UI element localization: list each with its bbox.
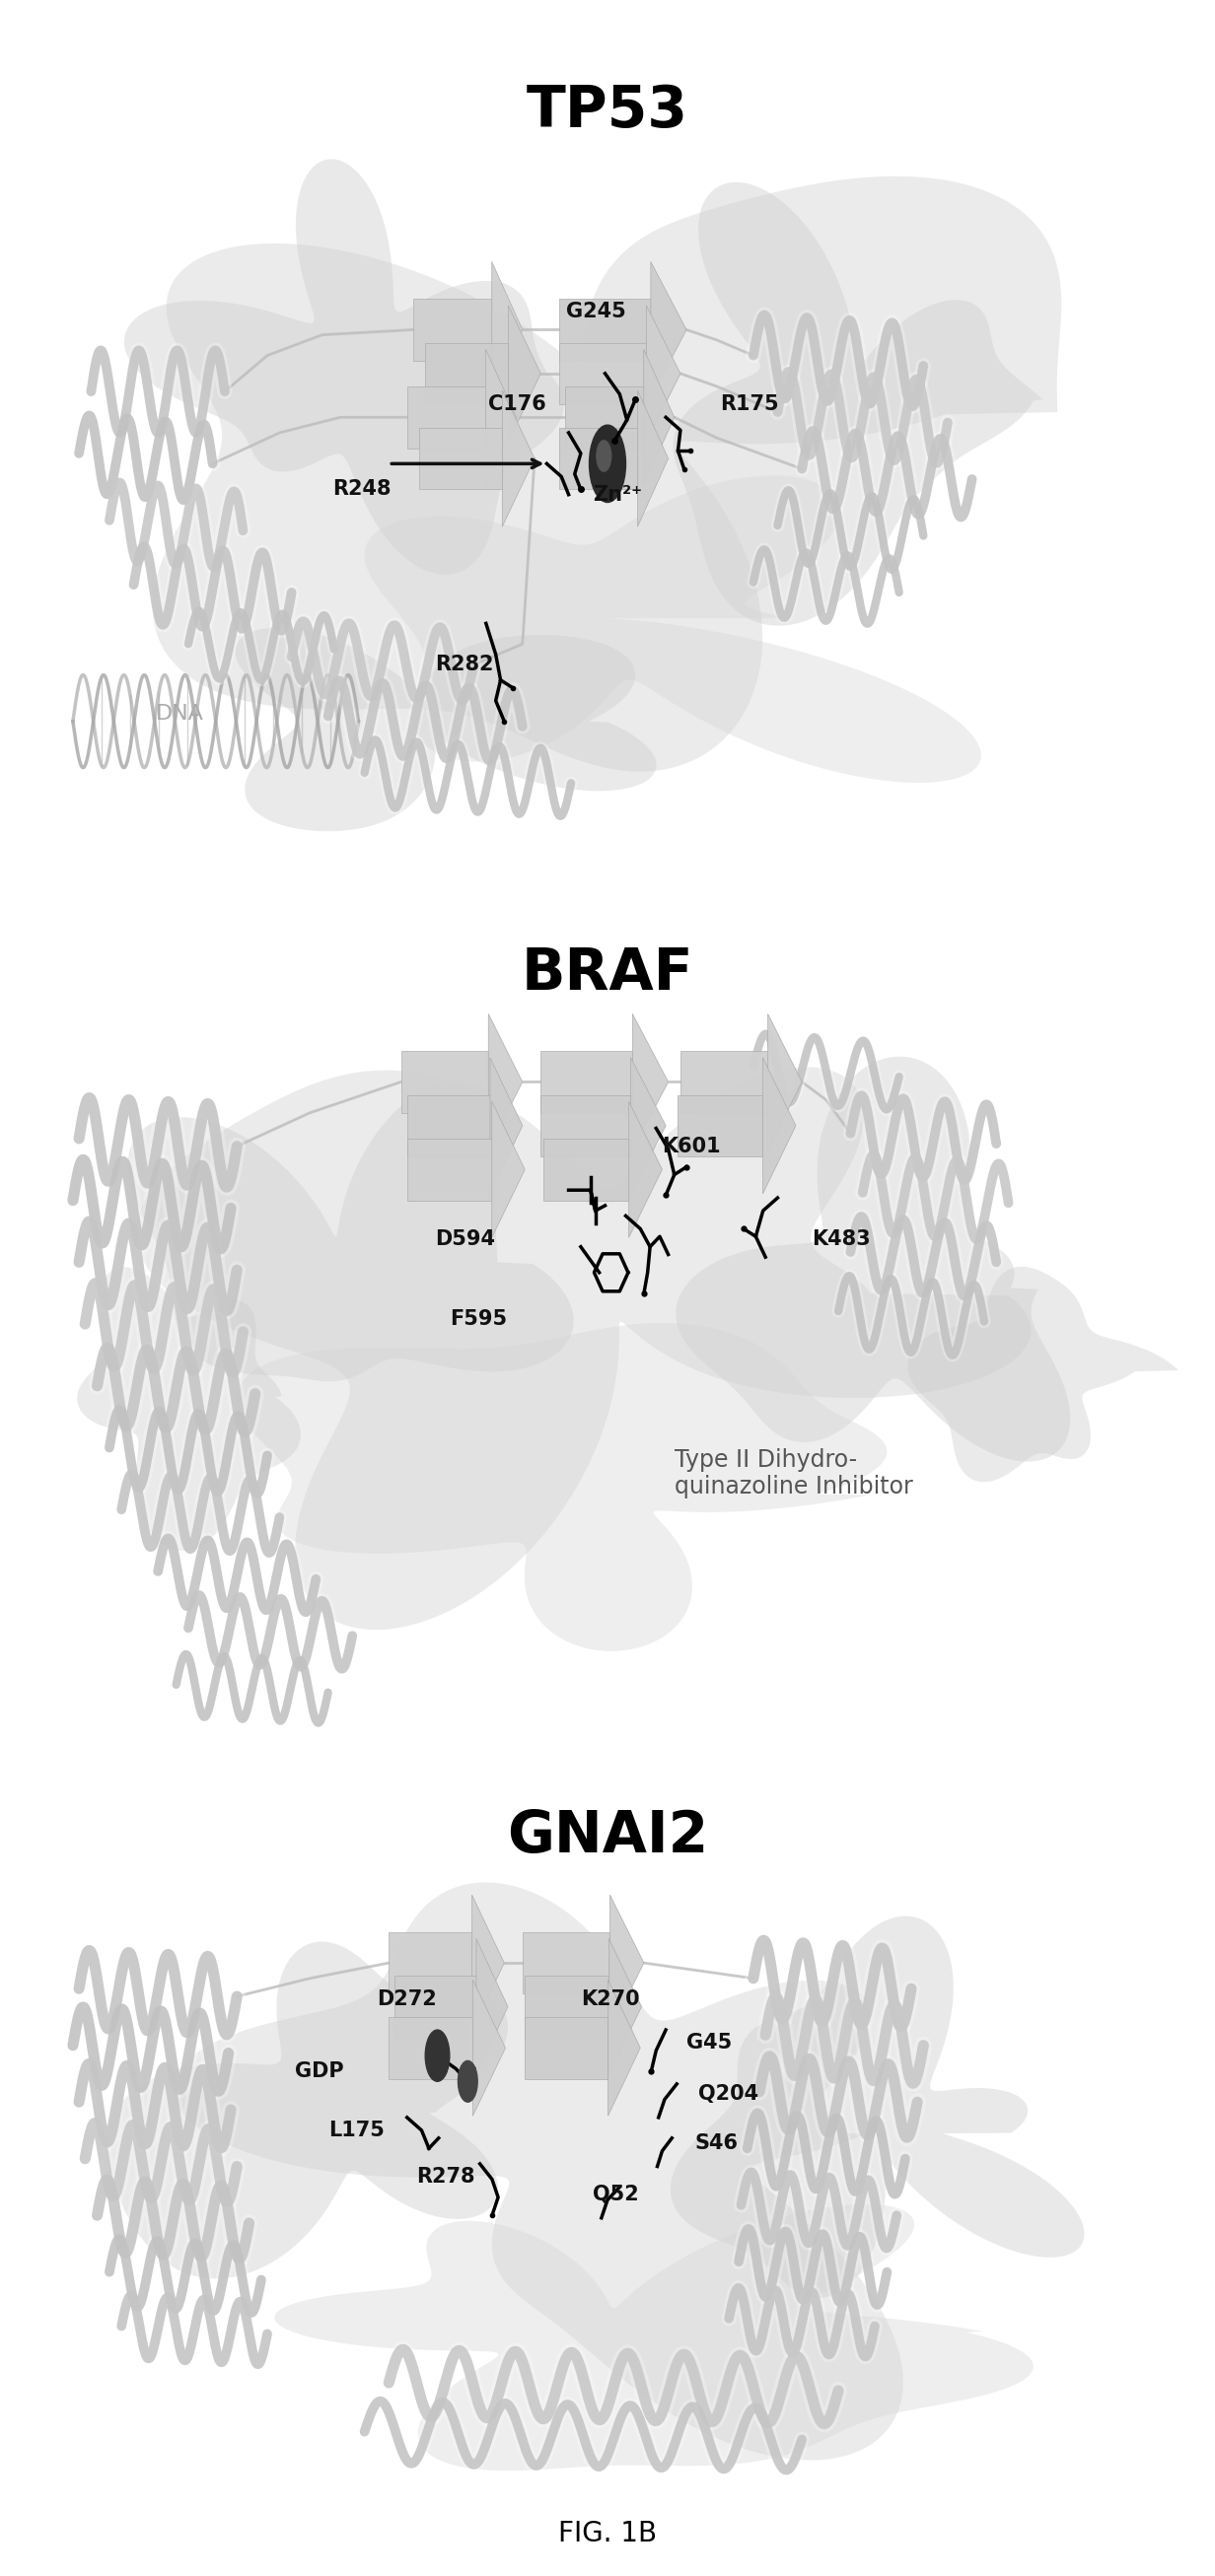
Text: D594: D594 [435, 1229, 496, 1249]
Polygon shape [608, 1981, 640, 2115]
Polygon shape [676, 1056, 1070, 1461]
Circle shape [589, 425, 626, 502]
Text: R175: R175 [720, 394, 779, 415]
Polygon shape [543, 1139, 629, 1200]
Polygon shape [559, 299, 651, 361]
Polygon shape [275, 2205, 1034, 2470]
Text: G45: G45 [686, 2032, 733, 2053]
Text: Zn²⁺: Zn²⁺ [593, 484, 643, 505]
Text: DNA: DNA [156, 703, 204, 724]
Polygon shape [128, 1079, 573, 1381]
Polygon shape [629, 1103, 662, 1236]
Polygon shape [541, 1095, 631, 1157]
Polygon shape [559, 428, 638, 489]
Text: R248: R248 [333, 479, 391, 500]
Polygon shape [106, 1942, 508, 2280]
Polygon shape [768, 1015, 802, 1149]
Polygon shape [136, 1066, 1032, 1631]
Polygon shape [502, 392, 535, 526]
Polygon shape [631, 1059, 666, 1193]
Polygon shape [646, 307, 680, 440]
Polygon shape [680, 1051, 768, 1113]
Polygon shape [236, 629, 656, 832]
Polygon shape [673, 183, 1042, 626]
Polygon shape [610, 1896, 644, 2030]
Polygon shape [763, 1059, 796, 1193]
Polygon shape [77, 1267, 300, 1551]
Polygon shape [471, 1896, 504, 2030]
Polygon shape [419, 428, 502, 489]
Text: K601: K601 [662, 1136, 720, 1157]
Polygon shape [407, 1095, 490, 1157]
Polygon shape [638, 392, 668, 526]
Polygon shape [401, 1051, 488, 1113]
Polygon shape [486, 350, 516, 484]
Text: K270: K270 [581, 1989, 639, 2009]
Polygon shape [413, 299, 492, 361]
Polygon shape [473, 1981, 505, 2115]
Polygon shape [364, 477, 981, 783]
Polygon shape [425, 343, 508, 404]
Text: Q204: Q204 [699, 2084, 759, 2105]
Text: BRAF: BRAF [521, 945, 694, 1002]
Polygon shape [525, 1976, 609, 2038]
Polygon shape [389, 1932, 471, 1994]
Text: R282: R282 [435, 654, 493, 675]
Text: C176: C176 [488, 394, 547, 415]
Polygon shape [407, 386, 486, 448]
Polygon shape [525, 2017, 608, 2079]
Text: TP53: TP53 [526, 82, 689, 139]
Polygon shape [522, 1932, 610, 1994]
Polygon shape [609, 1940, 642, 2074]
Text: L175: L175 [328, 2120, 384, 2141]
Polygon shape [651, 263, 686, 397]
Text: D272: D272 [377, 1989, 436, 2009]
Polygon shape [559, 343, 646, 404]
Circle shape [597, 440, 611, 471]
Circle shape [425, 2030, 450, 2081]
Polygon shape [476, 1940, 508, 2074]
Polygon shape [490, 1059, 522, 1193]
Polygon shape [908, 1267, 1179, 1481]
Text: GNAI2: GNAI2 [507, 1808, 708, 1865]
Polygon shape [492, 1103, 525, 1236]
Polygon shape [395, 1976, 476, 2038]
Polygon shape [237, 1324, 887, 1651]
Polygon shape [173, 1883, 903, 2460]
Polygon shape [633, 1015, 668, 1149]
Polygon shape [541, 1051, 633, 1113]
Text: G245: G245 [566, 301, 626, 322]
Polygon shape [488, 1015, 522, 1149]
Polygon shape [508, 307, 541, 440]
Polygon shape [389, 2017, 473, 2079]
Polygon shape [671, 1917, 1084, 2298]
Polygon shape [565, 386, 644, 448]
Text: FIG. 1B: FIG. 1B [558, 2519, 657, 2548]
Text: K483: K483 [812, 1229, 870, 1249]
Polygon shape [407, 1139, 492, 1200]
Circle shape [458, 2061, 477, 2102]
Polygon shape [492, 263, 522, 397]
Text: Type II Dihydro-
quinazoline Inhibitor: Type II Dihydro- quinazoline Inhibitor [674, 1448, 912, 1499]
Text: Q52: Q52 [593, 2184, 639, 2205]
Polygon shape [153, 175, 1062, 773]
Text: S46: S46 [695, 2133, 739, 2154]
Polygon shape [644, 350, 674, 484]
Text: R278: R278 [417, 2166, 475, 2187]
Text: GDP: GDP [295, 2061, 344, 2081]
Text: F595: F595 [450, 1309, 507, 1329]
Polygon shape [124, 160, 564, 574]
Polygon shape [678, 1095, 763, 1157]
